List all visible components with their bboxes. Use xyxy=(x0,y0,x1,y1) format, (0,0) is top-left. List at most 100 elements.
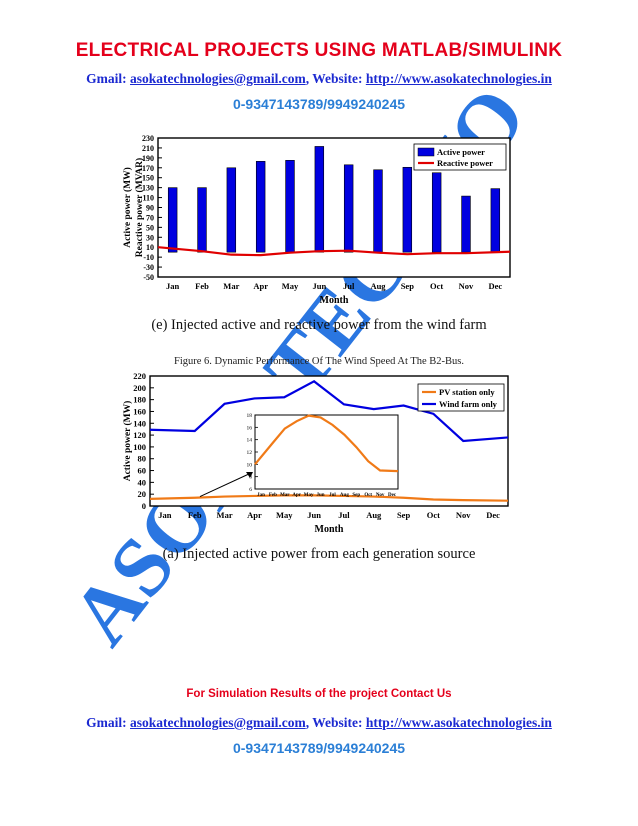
x-tick-label: Apr xyxy=(247,510,262,520)
gmail-link[interactable]: asokatechnologies@gmail.com xyxy=(130,71,306,86)
x-tick-label: Feb xyxy=(188,510,202,520)
inset-x-tick-label: Sep xyxy=(352,493,360,498)
x-tick-label: Oct xyxy=(427,510,440,520)
x-axis-label: Month xyxy=(315,524,344,535)
header-contact-line: Gmail: asokatechnologies@gmail.com, Webs… xyxy=(0,71,638,87)
x-tick-label: Aug xyxy=(366,510,382,520)
header-phone: 0-9347143789/9949240245 xyxy=(232,96,406,112)
x-tick-label: Sep xyxy=(401,281,415,291)
y-tick-label: 50 xyxy=(146,223,154,232)
y-tick-label: 140 xyxy=(133,418,146,428)
legend-box xyxy=(417,383,505,412)
wind-farm-line xyxy=(149,380,509,443)
legend-reactive-label: Reactive power xyxy=(437,158,493,168)
reactive-power-line xyxy=(157,246,511,257)
active-power-bar xyxy=(167,187,178,253)
y-tick-label: 130 xyxy=(142,184,154,193)
footer-gmail-label: Gmail: xyxy=(86,715,131,730)
active-power-bar xyxy=(197,187,207,253)
pv-station-line xyxy=(149,494,509,502)
y-tick-label: -30 xyxy=(143,263,154,272)
active-power-bar xyxy=(490,188,501,253)
active-power-bar xyxy=(255,161,266,253)
x-tick-label: Nov xyxy=(459,281,474,291)
inset-x-tick-label: Aug xyxy=(340,493,349,498)
inset-y-tick-label: 16 xyxy=(247,425,253,431)
y-tick-label: -50 xyxy=(143,273,154,282)
active-power-bar xyxy=(343,164,354,253)
x-tick-label: Apr xyxy=(253,281,268,291)
x-tick-label: May xyxy=(276,510,293,520)
inset-x-tick-label: Jan xyxy=(257,493,265,498)
website-link[interactable]: http://www.asokatechnologies.in xyxy=(365,71,552,86)
y-tick-label: -10 xyxy=(143,253,154,262)
y-tick-label: 90 xyxy=(146,204,154,213)
inset-x-tick-label: Jun xyxy=(317,493,325,498)
inset-x-tick-label: Feb xyxy=(269,493,277,498)
footer-gmail-link[interactable]: asokatechnologies@gmail.com xyxy=(130,715,306,730)
inset-y-tick-label: 14 xyxy=(247,438,253,444)
footer-website-link[interactable]: http://www.asokatechnologies.in xyxy=(365,715,552,730)
y-tick-label: 30 xyxy=(146,233,154,242)
inset-y-tick-label: 6 xyxy=(249,487,252,493)
active-power-bar xyxy=(431,172,442,253)
x-tick-label: Jan xyxy=(158,510,172,520)
inset-x-tick-label: Oct xyxy=(364,493,372,498)
y-tick-label: 190 xyxy=(142,154,154,163)
inset-x-tick-label: Jul xyxy=(329,493,336,498)
x-tick-label: May xyxy=(282,281,299,291)
x-tick-label: Jul xyxy=(343,281,355,291)
website-label: , Website: xyxy=(305,71,366,86)
inset-y-tick-label: 18 xyxy=(247,413,253,419)
x-tick-label: Mar xyxy=(223,281,239,291)
y-axis-label-reactive: Reactive power (MVAR) xyxy=(134,158,145,257)
y-tick-label: 200 xyxy=(133,383,146,393)
x-tick-label: Feb xyxy=(195,281,209,291)
y-tick-label: 180 xyxy=(133,395,146,405)
y-tick-label: 110 xyxy=(142,194,154,203)
y-tick-label: 40 xyxy=(138,477,147,487)
figure-a-caption: (a) Injected active power from each gene… xyxy=(162,546,476,562)
y-tick-label: 10 xyxy=(146,243,154,252)
footer-note: For Simulation Results of the project Co… xyxy=(186,688,452,700)
inset-y-tick-label: 12 xyxy=(247,450,253,456)
footer-phone: 0-9347143789/9949240245 xyxy=(232,740,406,756)
x-tick-label: Jun xyxy=(307,510,321,520)
x-tick-label: Jul xyxy=(338,510,350,520)
legend-wind-label: Wind farm only xyxy=(439,399,498,409)
inset-x-tick-label: Dec xyxy=(388,493,397,498)
x-tick-label: Mar xyxy=(217,510,233,520)
header-title: ELECTRICAL PROJECTS USING MATLAB/SIMULIN… xyxy=(75,40,563,61)
x-axis-label: Month xyxy=(320,295,349,306)
inset-x-tick-label: Apr xyxy=(292,493,301,498)
active-power-bar xyxy=(285,160,295,253)
x-tick-label: Aug xyxy=(370,281,386,291)
x-tick-label: Jan xyxy=(166,281,180,291)
figure-e-caption: (e) Injected active and reactive power f… xyxy=(151,317,487,333)
y-tick-label: 220 xyxy=(133,372,146,381)
y-tick-label: 20 xyxy=(138,489,147,499)
inset-frame xyxy=(254,414,399,490)
y-tick-label: 230 xyxy=(142,134,154,143)
inset-x-tick-label: Nov xyxy=(376,493,385,498)
y-tick-label: 70 xyxy=(146,213,154,222)
y-axis-label: Active power (MW) xyxy=(122,401,133,482)
x-tick-label: Dec xyxy=(488,281,502,291)
inset-pointer-arrowhead xyxy=(246,472,253,478)
active-power-bar xyxy=(314,146,325,253)
x-tick-label: Sep xyxy=(397,510,411,520)
active-power-bar xyxy=(402,166,413,253)
x-tick-label: Dec xyxy=(486,510,500,520)
x-tick-label: Jun xyxy=(312,281,326,291)
gmail-label: Gmail: xyxy=(86,71,131,86)
legend-active-swatch xyxy=(417,147,435,157)
figure-6-caption: Figure 6. Dynamic Performance Of The Win… xyxy=(173,356,465,367)
y-tick-label: 170 xyxy=(142,164,154,173)
y-tick-label: 0 xyxy=(142,501,146,511)
y-axis-label-active: Active power (MW) xyxy=(122,167,133,248)
y-tick-label: 100 xyxy=(133,442,146,452)
active-power-bar xyxy=(226,167,237,253)
x-tick-label: Oct xyxy=(430,281,443,291)
inset-y-tick-label: 10 xyxy=(247,462,253,468)
